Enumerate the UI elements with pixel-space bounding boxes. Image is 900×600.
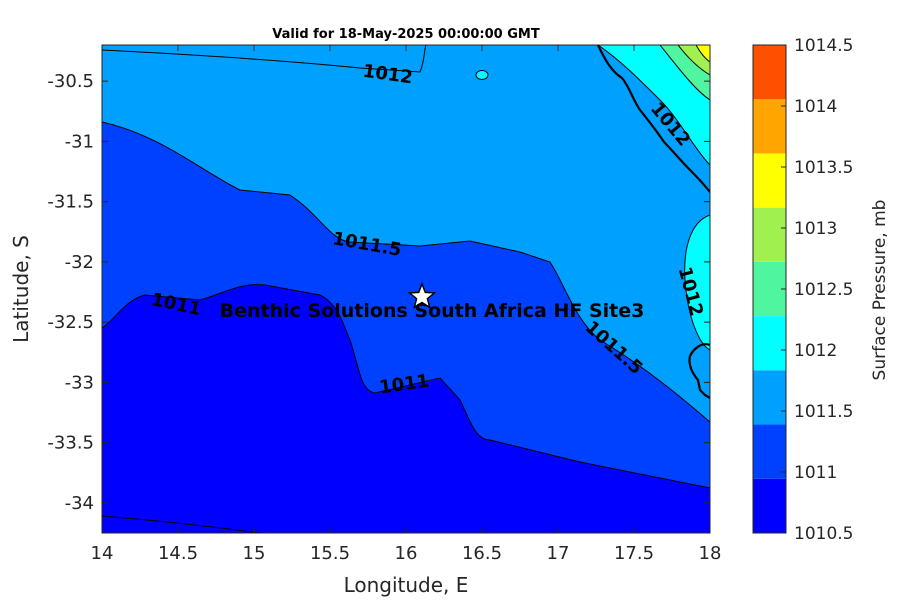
y-axis-label: Latitude, S <box>9 235 33 343</box>
contour-1012-5 <box>659 45 710 101</box>
x-tick-label: 14 <box>91 543 114 564</box>
x-tick-label: 16.5 <box>462 543 502 564</box>
x-tick-label: 15.5 <box>310 543 350 564</box>
coastline <box>597 45 710 193</box>
y-tick-label: -33 <box>65 372 94 393</box>
x-tick-label: 16 <box>395 543 418 564</box>
contour-1013 <box>677 45 710 76</box>
y-tick-label: -31 <box>65 131 94 152</box>
colorbar: 1010.5 1011 1011.5 1012 1012.5 1013 1013.5 1014… <box>752 36 853 544</box>
x-tick-label: 17.5 <box>614 543 654 564</box>
colorbar-segment <box>753 153 786 208</box>
y-tick-label: -30.5 <box>47 71 94 92</box>
colorbar-tick-label: 1012.5 <box>794 280 853 300</box>
x-tick-label: 18 <box>699 543 722 564</box>
colorbar-tick-label: 1014.5 <box>794 36 853 56</box>
y-axis: -30.5 -31 -31.5 -32 -32.5 -33 -33.5 -34 <box>47 71 710 514</box>
colorbar-segment <box>753 207 786 262</box>
colorbar-tick-label: 1011.5 <box>794 402 853 422</box>
colorbar-segment <box>753 370 786 425</box>
y-tick-label: -34 <box>65 493 94 514</box>
colorbar-tick-label: 1013 <box>794 219 837 239</box>
star-icon <box>407 281 437 310</box>
colorbar-segment <box>753 316 786 371</box>
plot-area: 1012 1012 1011.5 1012 1011.5 1011 1011 B… <box>101 44 711 534</box>
colorbar-tick-label: 1013.5 <box>794 158 853 178</box>
contour-1011 <box>102 284 710 489</box>
y-tick-label: -32 <box>65 252 94 273</box>
colorbar-segment <box>753 45 786 100</box>
colorbar-tick-label: 1014 <box>794 97 837 117</box>
band-1012-ne <box>598 45 710 165</box>
coastline-south <box>688 343 710 399</box>
contour-1012-west <box>102 45 427 73</box>
x-tick-label: 14.5 <box>158 543 198 564</box>
small-high-contour <box>475 70 489 80</box>
y-tick-label: -33.5 <box>47 433 94 454</box>
colorbar-segment <box>753 424 786 479</box>
colorbar-segment <box>753 261 786 317</box>
x-tick-label: 17 <box>547 543 570 564</box>
x-tick-label: 15 <box>243 543 266 564</box>
contour-fill <box>102 45 710 533</box>
y-tick-label: -31.5 <box>47 192 94 213</box>
colorbar-segment <box>753 99 786 154</box>
colorbar-tick-label: 1010.5 <box>794 524 853 544</box>
chart-title: Valid for 18-May-2025 00:00:00 GMT <box>272 27 540 42</box>
band-1010-5 <box>102 284 710 533</box>
contour-1013-5 <box>695 45 710 63</box>
site-label: Benthic Solutions South Africa HF Site3 <box>220 300 645 322</box>
contour-1012-e <box>684 214 710 351</box>
contour-1010-5 <box>102 515 261 533</box>
colorbar-label: Surface Pressure, mb <box>870 200 890 381</box>
x-axis: 14 14.5 15 15.5 16 16.5 17 17.5 18 <box>91 45 722 564</box>
colorbar-tick-label: 1012 <box>794 341 837 361</box>
colorbar-tick-label: 1011 <box>794 463 837 483</box>
contour-1012-ne <box>597 45 710 166</box>
x-axis-label: Longitude, E <box>344 573 469 597</box>
contour-lines <box>102 45 710 533</box>
y-tick-label: -32.5 <box>47 312 94 333</box>
site-marker: Benthic Solutions South Africa HF Site3 <box>220 281 645 322</box>
colorbar-segment <box>753 478 786 533</box>
contour-1011-5 <box>102 121 710 423</box>
band-1013-5 <box>696 45 710 62</box>
